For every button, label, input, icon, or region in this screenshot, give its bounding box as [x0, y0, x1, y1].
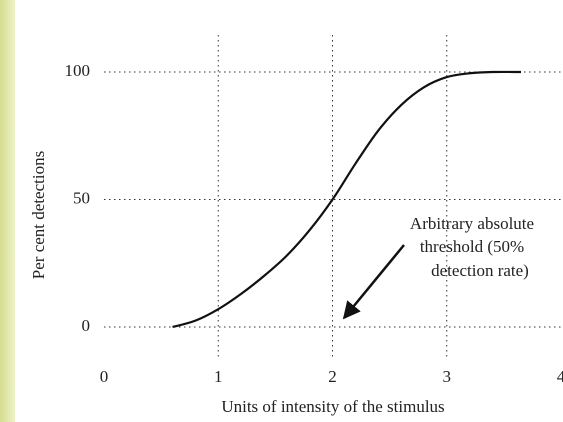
y-axis-label: Per cent detections [29, 151, 48, 279]
y-tick-label: 50 [73, 188, 90, 207]
x-tick-label: 3 [443, 367, 452, 386]
annotation-arrow [342, 244, 405, 320]
curve [172, 70, 522, 329]
x-axis-label: Units of intensity of the stimulus [221, 397, 444, 416]
side-strip [0, 0, 15, 422]
y-tick-label: 0 [82, 316, 91, 335]
x-tick-label: 2 [328, 367, 337, 386]
y-tick-label: 100 [65, 61, 91, 80]
annotation: threshold (50% [420, 237, 524, 256]
annotation: Arbitrary absolute [410, 214, 534, 233]
x-tick-label: 1 [214, 367, 223, 386]
x-tick-label: 0 [100, 367, 109, 386]
x-tick-label: 4 [557, 367, 563, 386]
annotation: detection rate) [431, 261, 529, 280]
